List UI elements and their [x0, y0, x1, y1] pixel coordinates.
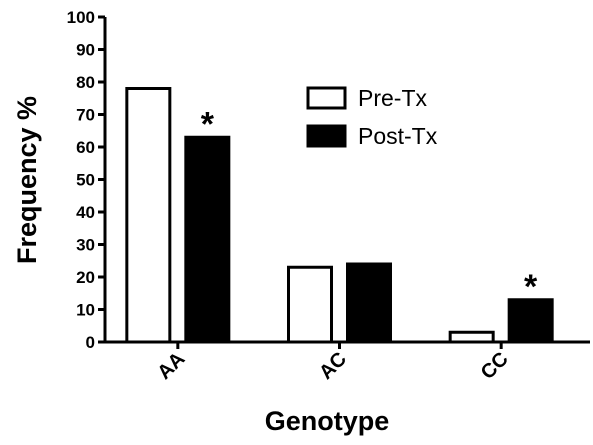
- y-tick-label: 60: [76, 138, 95, 157]
- y-tick-label: 100: [67, 8, 95, 27]
- x-axis: AA AC CC: [104, 340, 590, 384]
- significance-marker: *: [201, 105, 215, 143]
- legend-label: Post-Tx: [358, 123, 438, 149]
- y-tick-label: 0: [86, 333, 95, 352]
- x-tick-label: AC: [315, 348, 351, 384]
- bar-post-tx-aa: [184, 135, 231, 344]
- y-tick-label: 10: [76, 301, 95, 320]
- y-tick-label: 20: [76, 268, 95, 287]
- bar-pre-tx-cc: [448, 330, 495, 344]
- significance-marker: *: [524, 268, 538, 306]
- bar-post-tx-cc: [507, 298, 554, 344]
- bar-post-tx-ac: [346, 262, 392, 344]
- x-axis-title: Genotype: [265, 406, 390, 436]
- y-tick-label: 30: [76, 236, 95, 255]
- bars: [125, 87, 554, 344]
- y-axis: 0 10 20 30 40 50 60 70 80 90 100: [67, 8, 107, 352]
- annotations: **: [201, 105, 538, 306]
- legend-label: Pre-Tx: [358, 85, 428, 111]
- y-tick-label: 50: [76, 171, 95, 190]
- y-tick-label: 90: [76, 41, 95, 60]
- legend-swatch-post-tx: [306, 124, 347, 148]
- legend-swatch-pre-tx: [306, 86, 347, 110]
- bar-pre-tx-ac: [287, 265, 333, 344]
- y-tick-label: 40: [76, 203, 95, 222]
- y-tick-label: 80: [76, 73, 95, 92]
- x-tick-label: AA: [153, 348, 189, 384]
- legend: Pre-Tx Post-Tx: [306, 85, 438, 149]
- bar-pre-tx-aa: [125, 87, 172, 344]
- x-tick-label: CC: [477, 348, 513, 384]
- y-axis-title: Frequency %: [12, 96, 42, 264]
- y-tick-label: 70: [76, 106, 95, 125]
